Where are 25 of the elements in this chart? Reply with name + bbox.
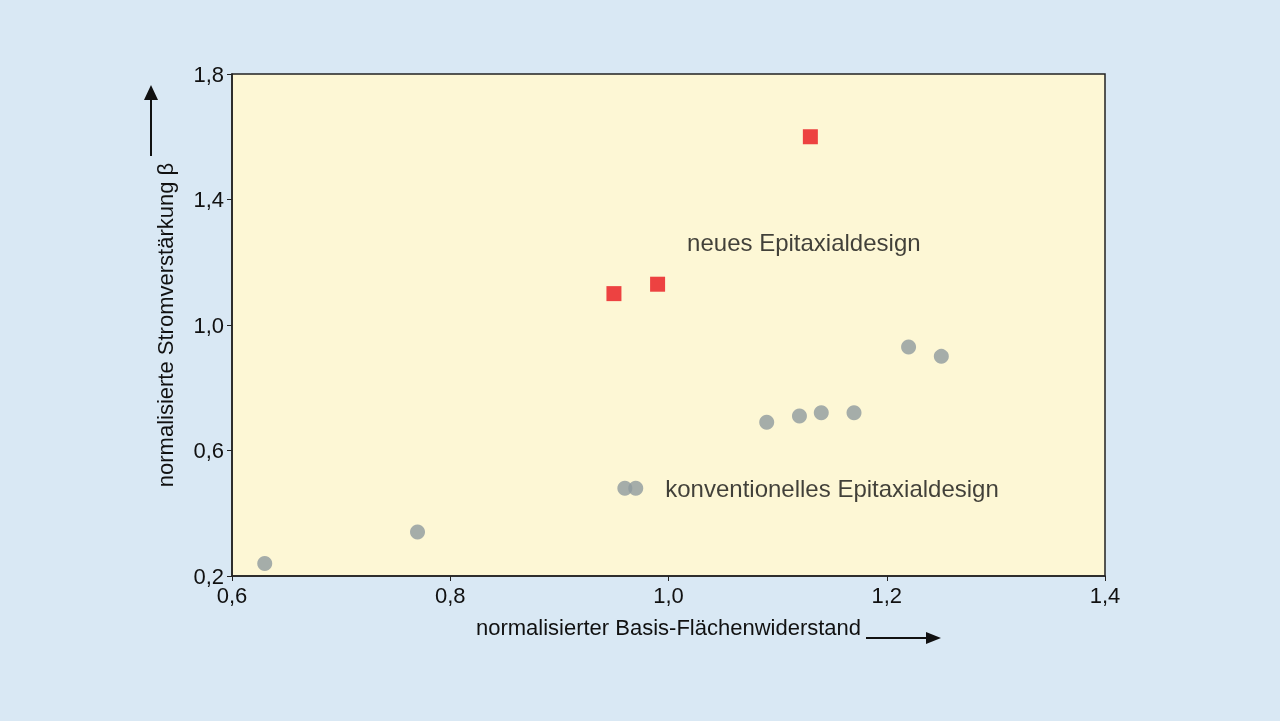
point bbox=[606, 286, 622, 302]
series-label: konventionelles Epitaxialdesign bbox=[665, 474, 999, 502]
series-label: neues Epitaxialdesign bbox=[687, 228, 921, 256]
y-tick-label: 1,8 bbox=[193, 61, 224, 87]
point bbox=[410, 524, 426, 540]
point bbox=[257, 555, 273, 571]
point bbox=[846, 405, 862, 421]
x-tick-label: 1,2 bbox=[871, 582, 903, 608]
x-tick-label: 0,8 bbox=[434, 582, 466, 608]
x-axis-title: normalisierter Basis-Flächenwiderstand bbox=[475, 614, 862, 640]
point bbox=[650, 276, 666, 292]
point bbox=[813, 405, 829, 421]
y-tick-label: 0,6 bbox=[193, 438, 224, 463]
x-tick-label: 1,4 bbox=[1089, 582, 1121, 608]
point bbox=[791, 408, 807, 424]
point bbox=[901, 339, 917, 355]
point bbox=[933, 348, 949, 364]
y-tick-label: 1,0 bbox=[193, 312, 224, 338]
point bbox=[759, 414, 775, 430]
y-tick-label: 1,4 bbox=[193, 187, 224, 212]
y-axis-title: normalisierte Stromverstärkung β bbox=[152, 162, 178, 488]
x-tick-label: 1,0 bbox=[653, 582, 684, 608]
point bbox=[628, 480, 644, 496]
y-tick-label: 0,2 bbox=[193, 563, 224, 589]
point bbox=[802, 129, 818, 145]
